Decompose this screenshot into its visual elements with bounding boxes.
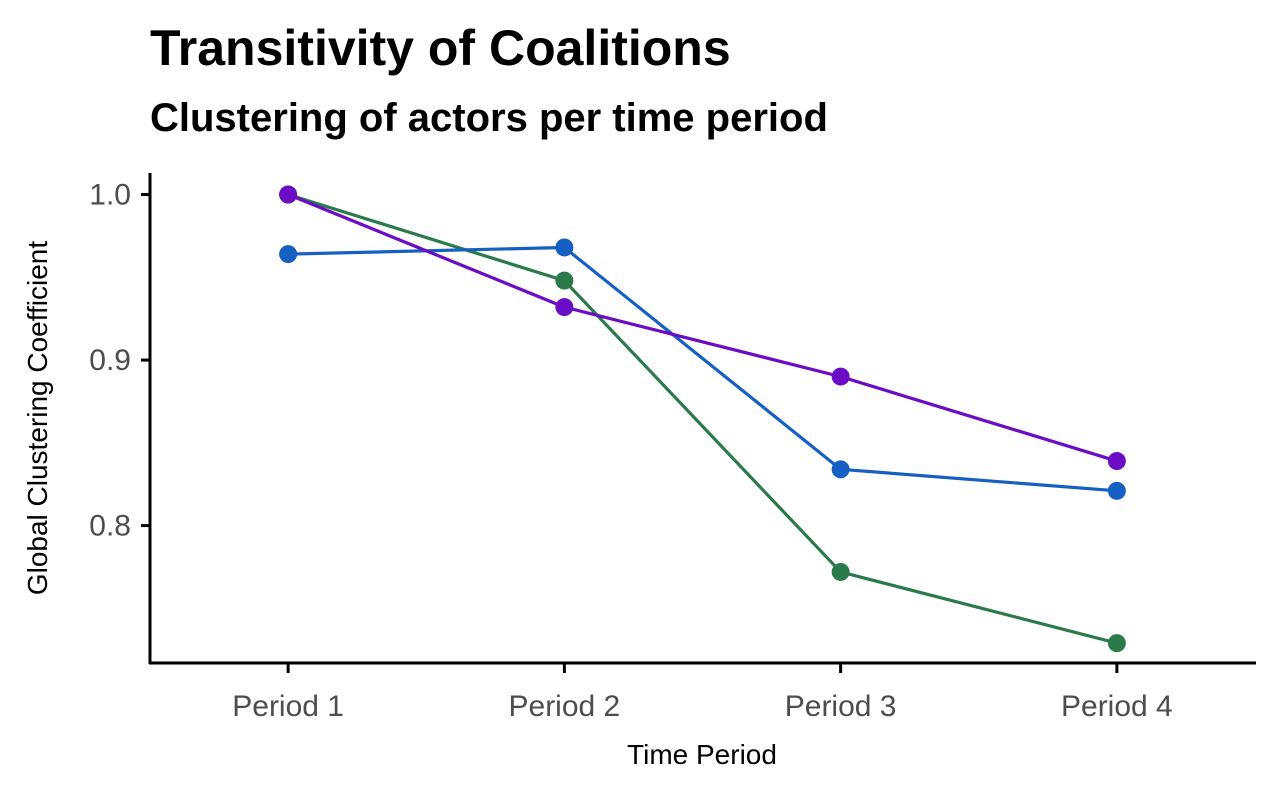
series-1	[279, 185, 1126, 653]
series-3	[279, 185, 1126, 471]
series-line	[288, 245, 1117, 493]
data-point	[555, 298, 574, 317]
series-2	[279, 238, 1126, 500]
series-layer	[279, 185, 1126, 653]
data-point	[279, 185, 298, 204]
x-ticks: Period 1 Period 2 Period 3 Period 4	[232, 663, 1173, 723]
data-point	[279, 245, 298, 264]
data-point	[555, 238, 574, 257]
x-tick-label: Period 2	[509, 690, 621, 723]
series-line	[287, 192, 1118, 645]
x-tick-label: Period 1	[232, 690, 344, 723]
data-point	[1107, 481, 1126, 500]
data-point	[1107, 634, 1126, 653]
data-point	[555, 271, 574, 290]
x-axis-title: Time Period	[627, 739, 777, 770]
data-point	[831, 460, 850, 479]
data-point	[831, 367, 850, 386]
y-tick-label: 0.9	[89, 344, 131, 377]
y-tick-label: 0.8	[89, 510, 131, 543]
x-tick-label: Period 4	[1061, 690, 1173, 723]
data-point	[1107, 452, 1126, 471]
data-point	[831, 562, 850, 581]
chart-subtitle: Clustering of actors per time period	[150, 96, 828, 140]
x-tick-label: Period 3	[785, 690, 897, 723]
y-axis-title: Global Clustering Coefficient	[22, 241, 53, 596]
y-ticks: 0.8 0.9 1.0	[89, 179, 150, 543]
y-tick-label: 1.0	[89, 179, 131, 212]
series-line	[287, 193, 1118, 463]
chart-title: Transitivity of Coalitions	[150, 20, 731, 76]
